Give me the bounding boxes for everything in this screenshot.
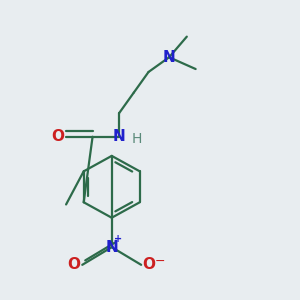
Text: N: N — [105, 240, 118, 255]
Text: H: H — [132, 132, 142, 146]
Text: O: O — [51, 129, 64, 144]
Text: −: − — [155, 255, 166, 268]
Text: O: O — [142, 257, 155, 272]
Text: N: N — [163, 50, 175, 65]
Text: +: + — [114, 234, 122, 244]
Text: N: N — [113, 129, 125, 144]
Text: O: O — [67, 257, 80, 272]
